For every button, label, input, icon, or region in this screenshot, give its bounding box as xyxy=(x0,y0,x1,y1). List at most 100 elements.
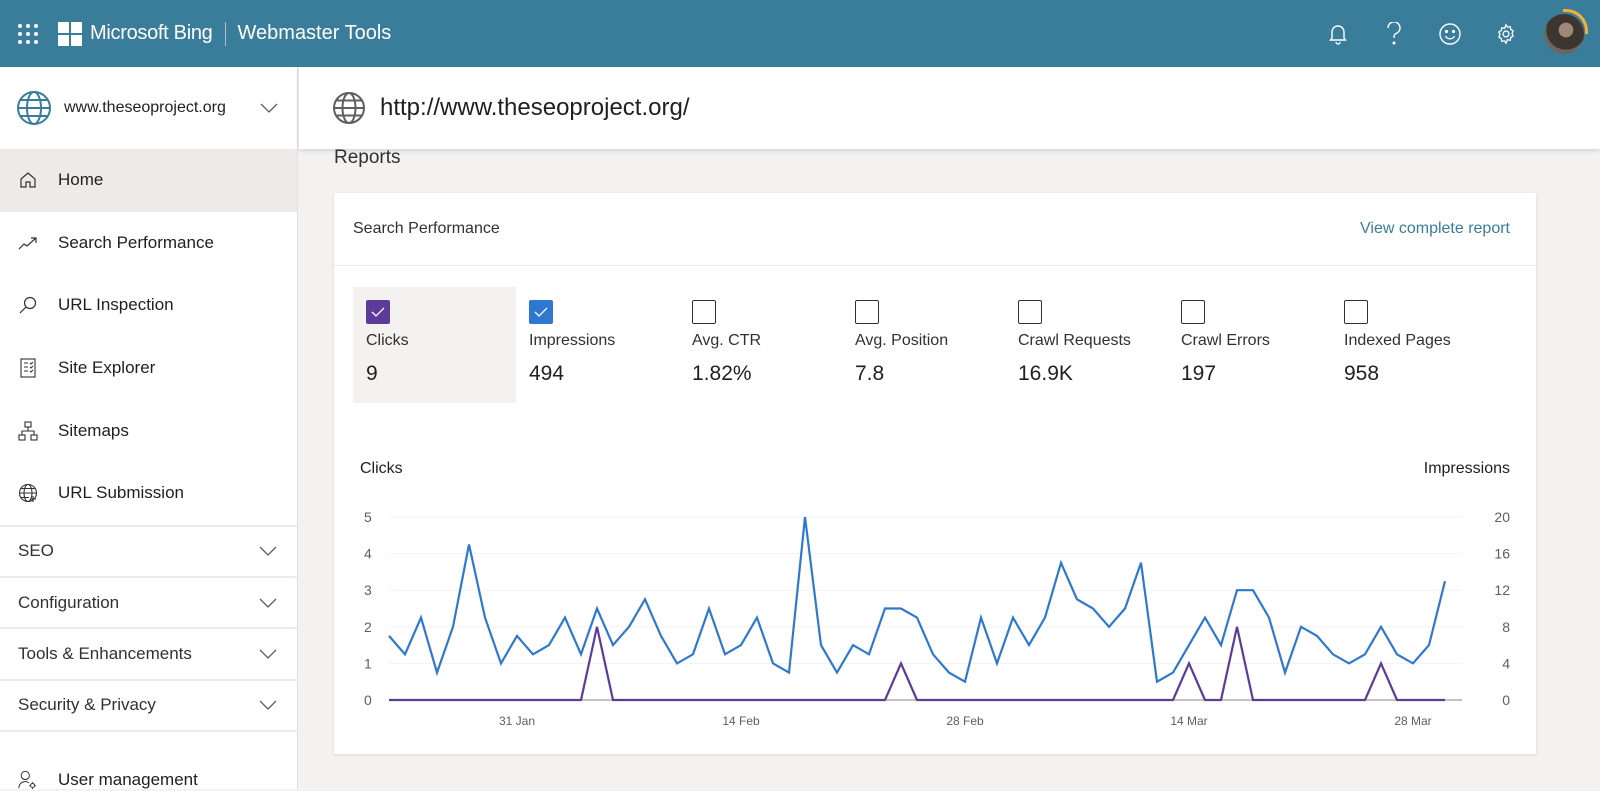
metric-value: 7.8 xyxy=(855,362,885,385)
sidebar-item-label: URL Submission xyxy=(58,483,184,503)
brand-name[interactable]: Microsoft Bing xyxy=(90,22,213,44)
site-header: http://www.theseoproject.org/ xyxy=(299,67,1600,149)
clicks-checkbox[interactable] xyxy=(366,300,390,324)
checkmark-icon xyxy=(371,307,385,317)
x-tick-label: 28 Feb xyxy=(946,714,984,728)
help-button[interactable] xyxy=(1366,0,1422,67)
feedback-smiley-icon xyxy=(1439,22,1461,45)
chevron-down-icon xyxy=(259,546,277,557)
x-tick-label: 14 Mar xyxy=(1170,714,1207,728)
search-icon xyxy=(19,297,37,314)
metric-crawl-errors[interactable]: Crawl Errors 197 xyxy=(1168,287,1331,403)
sidebar-item-home[interactable]: Home xyxy=(0,149,297,212)
globe-add-icon xyxy=(18,484,38,503)
sidebar-group-label: Tools & Enhancements xyxy=(18,644,192,664)
sidebar-group-security-privacy[interactable]: Security & Privacy xyxy=(0,678,297,730)
x-tick-label: 31 Jan xyxy=(499,714,535,728)
chevron-down-icon xyxy=(260,103,278,113)
microsoft-logo-icon xyxy=(58,21,82,46)
x-tick-label: 14 Feb xyxy=(722,714,760,728)
sidebar-item-sitemaps[interactable]: Sitemaps xyxy=(0,399,297,462)
sidebar-group-label: Security & Privacy xyxy=(18,695,156,715)
metric-label: Avg. Position xyxy=(855,332,949,349)
metric-indexed-pages[interactable]: Indexed Pages 958 xyxy=(1331,287,1494,403)
metric-value: 16.9K xyxy=(1018,362,1073,385)
metric-label: Crawl Errors xyxy=(1181,332,1270,349)
avg-position-checkbox[interactable] xyxy=(855,300,879,324)
right-tick-label: 16 xyxy=(1494,546,1510,562)
left-axis-title: Clicks xyxy=(360,460,403,477)
metric-impressions[interactable]: Impressions 494 xyxy=(516,287,679,403)
impressions-series-line xyxy=(388,516,1447,684)
site-name: www.theseoproject.org xyxy=(64,99,226,116)
site-selector[interactable]: www.theseoproject.org xyxy=(0,67,297,149)
sidebar-group-tools-enhancements[interactable]: Tools & Enhancements xyxy=(0,627,297,678)
trend-up-icon xyxy=(18,237,37,250)
x-tick-label: 28 Mar xyxy=(1394,714,1431,728)
sidebar-item-url-inspection[interactable]: URL Inspection xyxy=(0,274,297,337)
sidebar-item-label: Sitemaps xyxy=(58,420,129,440)
indexed-pages-checkbox[interactable] xyxy=(1344,300,1368,324)
left-tick-label: 1 xyxy=(364,655,372,671)
crawl-requests-checkbox[interactable] xyxy=(1018,300,1042,324)
home-icon xyxy=(20,172,36,188)
brand-divider xyxy=(224,21,226,46)
metric-value: 9 xyxy=(366,362,378,385)
right-tick-label: 20 xyxy=(1494,509,1510,525)
left-tick-label: 5 xyxy=(364,509,372,525)
sidebar-item-label: Search Performance xyxy=(58,232,214,252)
left-tick-label: 4 xyxy=(364,546,372,562)
metric-label: Clicks xyxy=(366,332,409,349)
user-settings-icon xyxy=(18,770,36,790)
metric-value: 494 xyxy=(529,362,565,385)
metric-value: 197 xyxy=(1181,362,1217,385)
sidebar-item-url-submission[interactable]: URL Submission xyxy=(0,462,297,525)
user-avatar[interactable] xyxy=(1544,8,1588,54)
help-icon xyxy=(1387,21,1401,45)
checklist-icon xyxy=(20,358,36,378)
sidebar-item-user-management[interactable]: User management xyxy=(0,730,297,790)
chevron-down-icon xyxy=(259,598,277,608)
sidebar-item-label: URL Inspection xyxy=(58,295,174,315)
card-title: Search Performance xyxy=(353,220,500,237)
avg-ctr-checkbox[interactable] xyxy=(692,300,716,324)
metric-label: Avg. CTR xyxy=(692,332,762,349)
metric-value: 958 xyxy=(1344,362,1380,385)
settings-button[interactable] xyxy=(1478,0,1534,67)
metric-value: 1.82% xyxy=(692,362,752,385)
globe-icon xyxy=(17,91,51,125)
right-tick-label: 0 xyxy=(1502,692,1510,708)
sidebar-item-label: User management xyxy=(58,770,198,790)
notifications-button[interactable] xyxy=(1310,0,1366,67)
sidebar-item-search-performance[interactable]: Search Performance xyxy=(0,212,297,275)
feedback-button[interactable] xyxy=(1422,0,1478,67)
metric-crawl-requests[interactable]: Crawl Requests 16.9K xyxy=(1005,287,1168,403)
metric-clicks[interactable]: Clicks 9 xyxy=(353,287,516,403)
settings-gear-icon xyxy=(1498,22,1514,45)
sidebar-item-label: Home xyxy=(58,170,104,190)
metric-avg-position[interactable]: Avg. Position 7.8 xyxy=(842,287,1005,403)
metric-label: Indexed Pages xyxy=(1344,332,1451,349)
metric-avg-ctr[interactable]: Avg. CTR 1.82% xyxy=(679,287,842,403)
globe-icon xyxy=(333,92,365,124)
top-bar: Microsoft Bing Webmaster Tools xyxy=(0,0,1600,67)
sidebar-group-seo[interactable]: SEO xyxy=(0,524,297,576)
performance-chart[interactable]: Clicks Impressions 0 1 2 3 4 5 0 4 8 12 16 20 31 Jan… xyxy=(334,448,1536,754)
metric-label: Crawl Requests xyxy=(1018,332,1131,349)
view-complete-report-link[interactable]: View complete report xyxy=(1360,220,1510,237)
sidebar-group-label: Configuration xyxy=(18,592,120,612)
product-name[interactable]: Webmaster Tools xyxy=(237,22,392,44)
bell-icon xyxy=(1329,24,1347,45)
left-tick-label: 3 xyxy=(364,582,372,598)
crawl-errors-checkbox[interactable] xyxy=(1181,300,1205,324)
left-tick-label: 0 xyxy=(364,692,372,708)
chevron-down-icon xyxy=(259,700,277,711)
sidebar-group-configuration[interactable]: Configuration xyxy=(0,575,297,627)
app-launcher-icon xyxy=(18,23,38,44)
right-axis-title: Impressions xyxy=(1423,460,1510,477)
impressions-checkbox[interactable] xyxy=(529,300,553,324)
app-launcher-button[interactable] xyxy=(0,0,56,67)
left-tick-label: 2 xyxy=(364,619,372,635)
sidebar-item-site-explorer[interactable]: Site Explorer xyxy=(0,337,297,400)
